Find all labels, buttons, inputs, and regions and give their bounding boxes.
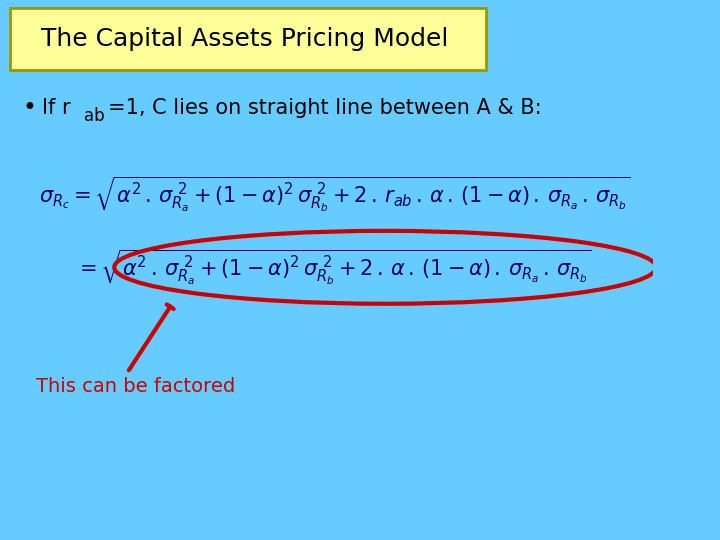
- Text: $\sigma_{R_c} = \sqrt{\alpha^2\,.\,\sigma_{R_a}^{\ 2} + (1-\alpha)^2\,\sigma_{R_: $\sigma_{R_c} = \sqrt{\alpha^2\,.\,\sigm…: [39, 174, 631, 214]
- Text: The Capital Assets Pricing Model: The Capital Assets Pricing Model: [41, 27, 449, 51]
- Text: =1, C lies on straight line between A & B:: =1, C lies on straight line between A & …: [108, 98, 541, 118]
- Text: •: •: [23, 96, 37, 120]
- FancyBboxPatch shape: [10, 8, 487, 70]
- Text: ab: ab: [84, 106, 104, 125]
- Text: $= \sqrt{\alpha^2\,.\,\sigma_{R_a}^{\ 2} + (1-\alpha)^2\,\sigma_{R_b}^{\ 2} + 2\: $= \sqrt{\alpha^2\,.\,\sigma_{R_a}^{\ 2}…: [75, 247, 592, 287]
- Text: This can be factored: This can be factored: [36, 376, 235, 396]
- Text: If r: If r: [42, 98, 71, 118]
